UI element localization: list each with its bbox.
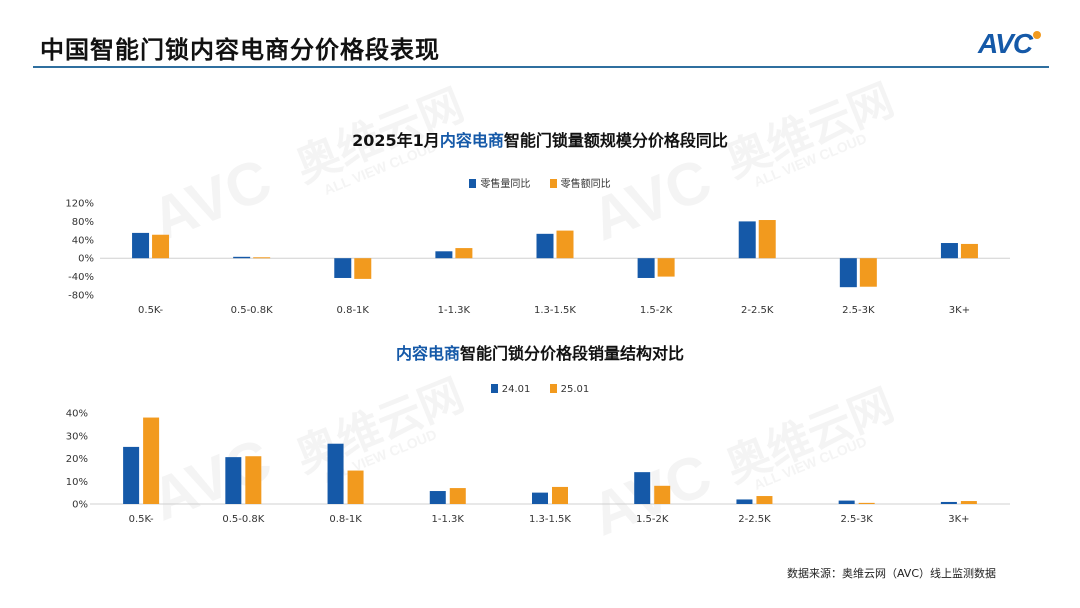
chart1-title: 2025年1月内容电商智能门锁量额规模分价格段同比 bbox=[0, 127, 1080, 151]
bar bbox=[758, 220, 776, 259]
chart1-legend-label: 零售量同比 bbox=[480, 179, 531, 190]
chart1-legend-item-value: 零售额同比 bbox=[549, 175, 611, 190]
y-tick-label: 10% bbox=[66, 477, 88, 488]
bar bbox=[532, 492, 548, 504]
avc-logo-text: AVC bbox=[978, 28, 1033, 59]
x-tick-label: 2-2.5K bbox=[738, 514, 771, 525]
bar bbox=[960, 501, 977, 504]
bar bbox=[634, 472, 651, 504]
page-title: 中国智能门锁内容电商分价格段表现 bbox=[40, 36, 440, 64]
x-tick-label: 0.8-1K bbox=[329, 514, 362, 525]
bar bbox=[654, 485, 671, 504]
bar bbox=[858, 502, 875, 504]
legend-swatch-blue bbox=[490, 384, 498, 393]
chart1-legend: 零售量同比 零售额同比 bbox=[0, 175, 1080, 190]
x-tick-label: 3K+ bbox=[949, 305, 970, 316]
y-tick-label: 0% bbox=[72, 500, 88, 511]
x-tick-label: 2.5-3K bbox=[840, 514, 873, 525]
bar bbox=[960, 243, 978, 259]
x-tick-label: 3K+ bbox=[948, 514, 969, 525]
bar bbox=[152, 234, 170, 259]
x-tick-label: 1-1.3K bbox=[432, 514, 465, 525]
bar bbox=[253, 257, 271, 259]
bar bbox=[449, 488, 466, 504]
chart2-legend-label: 25.01 bbox=[560, 384, 590, 395]
x-tick-label: 1-1.3K bbox=[438, 305, 471, 316]
avc-logo: AVC bbox=[978, 28, 1042, 60]
chart1-title-suffix: 智能门锁量额规模分价格段同比 bbox=[503, 131, 728, 150]
chart1-legend-item-volume: 零售量同比 bbox=[469, 175, 530, 190]
bar bbox=[334, 258, 352, 278]
legend-swatch-orange bbox=[549, 179, 557, 188]
x-tick-label: 0.5-0.8K bbox=[222, 514, 264, 525]
bar bbox=[143, 417, 160, 504]
header: 中国智能门锁内容电商分价格段表现 AVC bbox=[0, 0, 1080, 68]
y-tick-label: 20% bbox=[66, 454, 88, 465]
legend-swatch-orange bbox=[549, 384, 557, 393]
x-tick-label: 1.5-2K bbox=[640, 305, 673, 316]
bar bbox=[123, 446, 140, 504]
bar bbox=[455, 248, 473, 259]
chart2-legend: 24.01 25.01 bbox=[0, 384, 1080, 395]
bar bbox=[552, 486, 568, 504]
chart1-title-highlight: 内容电商 bbox=[439, 131, 504, 150]
bar bbox=[347, 470, 364, 504]
bar bbox=[245, 456, 262, 504]
bar bbox=[354, 258, 372, 279]
chart2-legend-item-2401: 24.01 bbox=[490, 384, 531, 395]
y-tick-label: 0% bbox=[78, 254, 94, 265]
x-tick-label: 0.5K- bbox=[138, 305, 163, 316]
y-tick-label: -80% bbox=[68, 291, 94, 302]
logo-dot-icon bbox=[1033, 31, 1042, 39]
y-tick-label: 40% bbox=[66, 409, 88, 420]
chart2-title-highlight: 内容电商 bbox=[395, 344, 460, 363]
x-tick-label: 0.5K- bbox=[129, 514, 154, 525]
chart2-plot: 40% 30% 20% 10% 0% 0.5K- 0.5-0.8K 0.8-1K 1-1.3K 1… bbox=[66, 409, 1010, 525]
bar bbox=[839, 258, 857, 288]
bar bbox=[736, 499, 753, 504]
y-tick-label: -40% bbox=[68, 272, 94, 283]
bar bbox=[233, 256, 251, 259]
chart2-title-suffix: 智能门锁分价格段销量结构对比 bbox=[460, 344, 685, 363]
bar bbox=[435, 251, 453, 259]
chart2-legend-item-2501: 25.01 bbox=[549, 384, 590, 395]
x-tick-label: 0.5-0.8K bbox=[231, 305, 273, 316]
bar bbox=[940, 501, 957, 504]
bar bbox=[756, 496, 773, 504]
y-tick-label: 120% bbox=[65, 199, 94, 210]
bar bbox=[429, 491, 446, 504]
chart1-legend-label: 零售额同比 bbox=[560, 179, 611, 190]
x-tick-label: 2.5-3K bbox=[842, 305, 875, 316]
y-tick-label: 30% bbox=[66, 431, 88, 442]
chart2-legend-label: 24.01 bbox=[501, 384, 531, 395]
bar bbox=[556, 230, 574, 259]
bar bbox=[132, 232, 150, 259]
bar bbox=[536, 233, 554, 259]
bar bbox=[859, 258, 877, 287]
y-tick-label: 40% bbox=[72, 235, 94, 246]
bar bbox=[940, 243, 958, 259]
bar bbox=[657, 258, 675, 277]
y-tick-label: 80% bbox=[72, 217, 94, 228]
x-tick-label: 2-2.5K bbox=[741, 305, 774, 316]
legend-swatch-blue bbox=[469, 179, 477, 188]
x-tick-label: 1.5-2K bbox=[636, 514, 669, 525]
header-divider bbox=[33, 66, 1049, 68]
chart1-plot: 120% 80% 40% 0% -40% -80% 0.5K- 0.5-0.8K 0.8-1K 1… bbox=[65, 199, 1010, 316]
chart1-title-prefix: 2025年1月 bbox=[352, 131, 440, 150]
bar bbox=[838, 500, 855, 504]
x-tick-label: 0.8-1K bbox=[337, 305, 370, 316]
bar bbox=[738, 221, 756, 259]
bar bbox=[327, 443, 344, 504]
bar bbox=[637, 258, 655, 278]
x-tick-label: 1.3-1.5K bbox=[534, 305, 576, 316]
data-source-note: 数据来源：奥维云网（AVC）线上监测数据 bbox=[786, 567, 996, 580]
chart2-title: 内容电商智能门锁分价格段销量结构对比 bbox=[0, 340, 1080, 364]
bar bbox=[225, 457, 242, 504]
x-tick-label: 1.3-1.5K bbox=[529, 514, 571, 525]
